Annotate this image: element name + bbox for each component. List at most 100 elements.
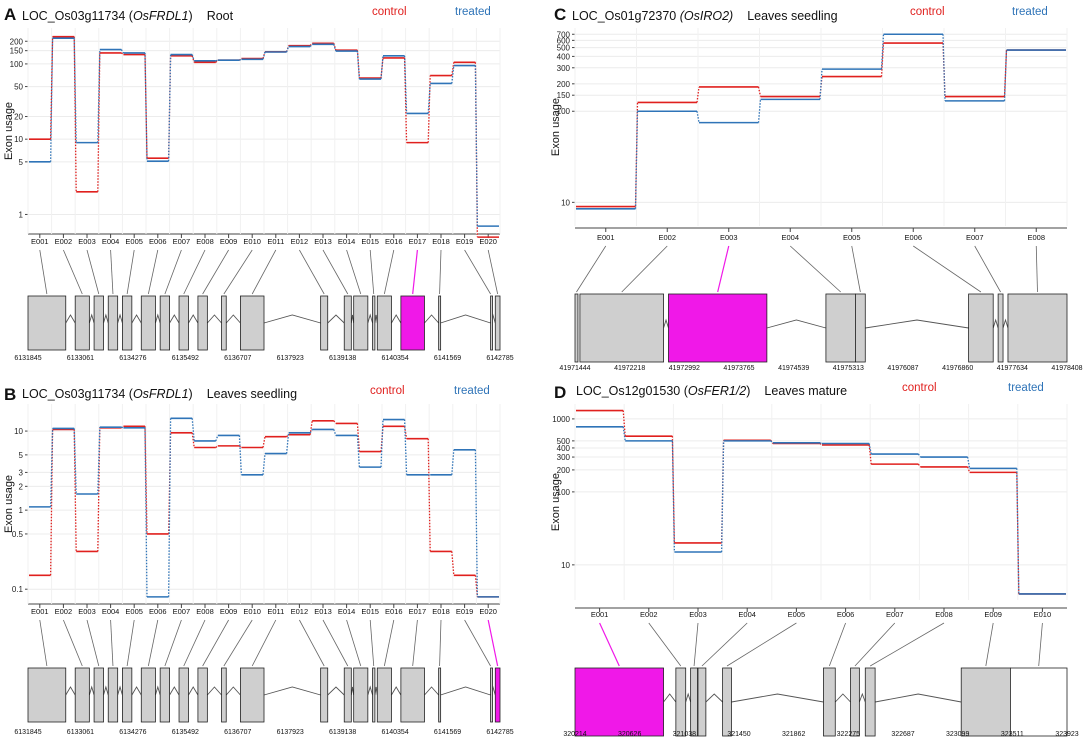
exon-map-line (412, 619, 418, 667)
intron (65, 686, 76, 696)
exon-map-line (63, 249, 83, 295)
connector-treated (285, 46, 290, 53)
x-tick-label: E010 (243, 237, 261, 246)
connector-control (451, 551, 455, 576)
exon-map-line (299, 619, 325, 667)
intron (188, 686, 199, 696)
y-tick-label: 300 (557, 453, 571, 462)
connector-treated (239, 58, 242, 61)
y-tick-label: 1000 (552, 415, 570, 424)
connector-treated (917, 453, 921, 458)
exon-block (122, 667, 133, 723)
exon-block (353, 667, 369, 723)
connector-treated (380, 55, 384, 80)
genomic-coordinate: 41972218 (614, 365, 645, 372)
x-tick-label: E008 (935, 610, 953, 619)
x-tick-label: E007 (173, 237, 191, 246)
legend-treated: treated (1012, 6, 1048, 18)
connector-treated (97, 49, 101, 143)
exon-block (490, 667, 493, 723)
x-tick-label: E006 (837, 610, 855, 619)
genomic-coordinate: 323099 (946, 731, 969, 738)
exon-block (494, 667, 501, 723)
exon-map-line (464, 619, 491, 667)
genomic-coordinate: 6131845 (14, 355, 41, 362)
panel-title: LOC_Os03g11734 (OsFRDL1) Leaves seedling (22, 387, 297, 401)
exon-map-line (1035, 245, 1038, 293)
y-tick-label: 1 (19, 506, 24, 515)
exon-block (343, 295, 352, 351)
x-tick-label: E020 (479, 607, 497, 616)
y-tick-label: 10 (561, 198, 570, 207)
connector-control (451, 62, 455, 76)
connector-control (191, 55, 195, 63)
genomic-coordinate: 322275 (837, 731, 860, 738)
exon-block (221, 667, 227, 723)
connector-control (286, 434, 290, 438)
genomic-coordinate: 41978408 (1051, 365, 1082, 372)
connector-treated (696, 111, 700, 123)
connector-treated (819, 69, 823, 100)
exon-block (855, 293, 866, 363)
y-tick-label: 20 (14, 113, 23, 122)
x-tick-label: E006 (149, 237, 167, 246)
genomic-coordinate: 6135492 (172, 729, 199, 736)
y-tick-label: 200 (557, 466, 571, 475)
exon-map-line (183, 619, 206, 667)
exon-block (27, 295, 67, 351)
exon-map-line (63, 619, 83, 667)
y-tick-label: 5 (19, 451, 24, 460)
legend-control: control (370, 385, 405, 397)
exon-map-line (202, 249, 229, 295)
y-tick-label: 700 (557, 30, 571, 39)
genomic-coordinate: 323511 (1001, 731, 1024, 738)
x-tick-label: E008 (1027, 233, 1045, 242)
genomic-coordinate: 321038 (673, 731, 696, 738)
connector-treated (238, 435, 243, 475)
legend-control: control (902, 382, 937, 394)
intron (391, 314, 402, 324)
genomic-coordinate: 320626 (618, 731, 641, 738)
panel-title: LOC_Os03g11734 (OsFRDL1) Root (22, 9, 234, 23)
genomic-coordinate: 321862 (782, 731, 805, 738)
connector-control (819, 442, 823, 446)
exon-block (353, 295, 369, 351)
connector-treated (474, 449, 479, 597)
intron (131, 314, 142, 324)
y-tick-label: 150 (10, 47, 24, 56)
intron (367, 313, 373, 324)
legend-treated: treated (454, 385, 490, 397)
connector-control (262, 436, 266, 448)
genomic-coordinate: 6137923 (277, 729, 304, 736)
intron (169, 314, 180, 324)
intron (117, 313, 123, 324)
exon-block (864, 667, 876, 737)
exon-map-line (147, 249, 159, 295)
exon-map-line (369, 619, 375, 667)
x-tick-label: E019 (456, 607, 474, 616)
x-tick-label: E002 (55, 237, 73, 246)
connector-treated (49, 428, 54, 507)
exon-block (320, 295, 329, 351)
y-axis-label: Exon usage (3, 475, 15, 533)
x-tick-label: E008 (196, 237, 214, 246)
x-tick-label: E017 (409, 237, 427, 246)
intron (103, 685, 109, 696)
panel-a: A LOC_Os03g11734 (OsFRDL1) Root control trea… (3, 5, 514, 362)
legend-treated: treated (1008, 382, 1044, 394)
genomic-coordinate: 41975313 (833, 365, 864, 372)
exon-block (93, 295, 104, 351)
exon-map-line (223, 249, 253, 295)
x-tick-label: E014 (338, 237, 356, 246)
exon-block (221, 295, 227, 351)
x-tick-label: E001 (597, 233, 615, 242)
exon-block (159, 667, 171, 723)
connector-control (622, 410, 626, 437)
legend-control: control (372, 6, 407, 18)
intron (225, 314, 241, 324)
tissue-label: Leaves mature (764, 384, 847, 398)
exon-map-line (383, 619, 395, 667)
x-tick-label: E005 (788, 610, 806, 619)
connector-treated (144, 52, 148, 162)
exon-block (1007, 293, 1068, 363)
